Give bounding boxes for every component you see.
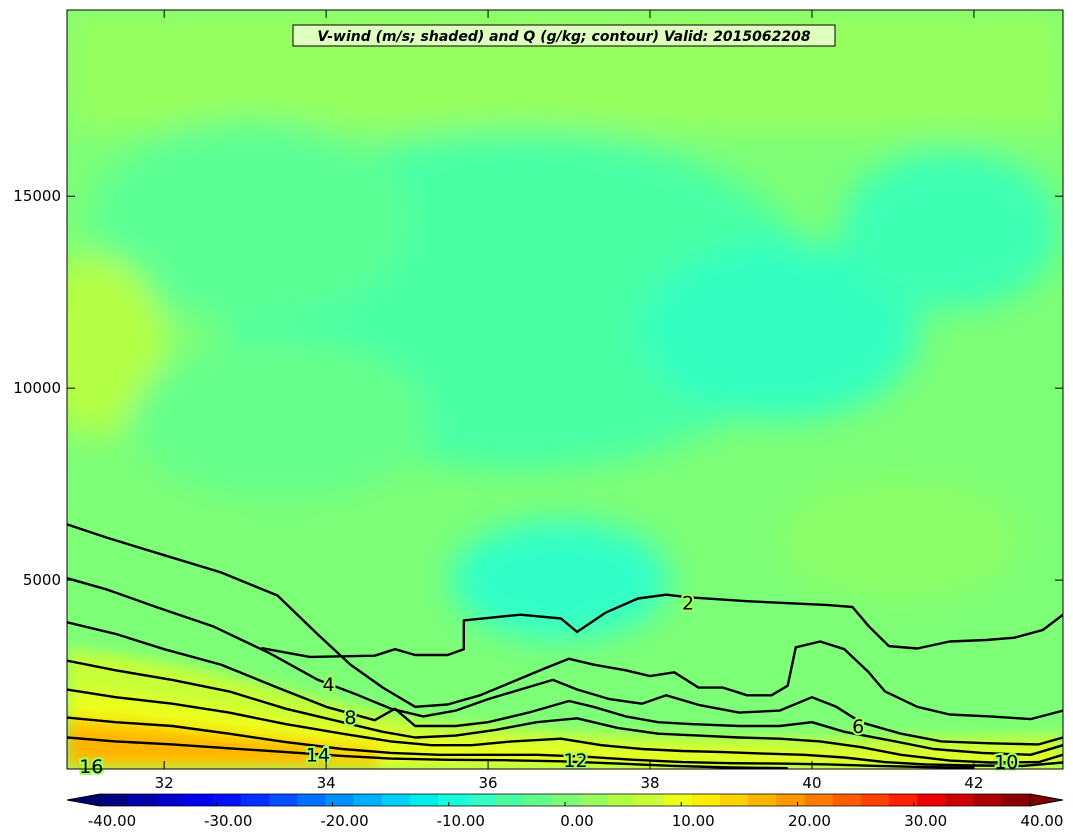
shading-patch [780,480,1020,600]
colorbar-segment [579,794,608,806]
colorbar-segment [410,794,439,806]
colorbar-segment [325,794,355,806]
colorbar-segment [353,794,383,806]
x-tick-label: 38 [640,774,659,792]
colorbar-segment [184,794,214,806]
y-tick-label: 5000 [23,571,61,589]
q-contour-label: 8 [344,707,356,729]
colorbar-tick-label: 10.00 [672,812,715,830]
x-tick-label: 32 [155,774,174,792]
colorbar-segment [212,794,242,806]
q-contour-line [67,716,974,769]
q-contour-line [67,523,1063,721]
colorbar-segment [240,794,270,806]
colorbar-segment [691,794,721,806]
q-contour-label: 4 [323,674,335,696]
shading-patch [130,340,430,500]
q-contour-line [67,736,788,769]
colorbar-tick-label: -10.00 [437,812,485,830]
colorbar-tick-label: -30.00 [204,812,252,830]
colorbar-segment [381,794,411,806]
q-contour-label: 10 [994,752,1018,774]
shading-patch [67,255,165,435]
shading-patch [90,120,410,320]
q-contour-label: 2 [682,592,694,614]
y-tick-label: 15000 [13,187,61,205]
colorbar-tick-label: 20.00 [788,812,831,830]
vwind-shading [67,10,1063,769]
colorbar-ticks: -40.00 -30.00 -20.00 -10.00 0.00 10.00 20.00 30… [88,802,1064,830]
colorbar-tick-label: 40.00 [1021,812,1064,830]
q-contour-line [67,659,1063,764]
x-tick-label: 36 [479,774,498,792]
colorbar-segment [748,794,777,806]
shading-patch [640,240,920,420]
q-contour-line [67,621,1063,756]
colorbar-segment [720,794,749,806]
colorbar-segment [438,794,467,806]
shading-patch [840,150,1060,310]
colorbar-segment [607,794,637,806]
colorbar-segment [494,794,524,806]
q-contour-line [67,688,1063,768]
title-box: V-wind (m/s; shaded) and Q (g/kg; contou… [292,24,836,47]
colorbar-segment [973,794,1003,806]
x-tick-label: 40 [802,774,821,792]
colorbar-segment [635,794,665,806]
title-background [292,24,836,47]
colorbar-segment [663,794,693,806]
colorbar-segment [1001,794,1031,806]
colorbar-tick-label: -40.00 [88,812,136,830]
colorbar-tick-label: 0.00 [560,812,593,830]
y-axis: 5000 10000 15000 [13,187,1063,589]
q-contour-label: 16 [79,756,103,778]
q-contours [67,523,1063,769]
colorbar-segment [804,794,834,806]
colorbar-segment [156,794,186,806]
q-contour-line [261,593,1063,659]
colorbar-segment [832,794,862,806]
colorbar-segment [128,794,157,806]
colorbar-segment [297,794,327,806]
colorbar-extend-max [1029,793,1064,807]
x-tick-label: 34 [317,774,336,792]
shading-patch [450,520,670,640]
colorbar-segment [889,794,918,806]
colorbar-segment [860,794,890,806]
y-tick-label: 10000 [13,379,61,397]
colorbar-tick-label: 30.00 [904,812,947,830]
colorbar-segment [945,794,975,806]
plot-frame [66,9,1064,770]
colorbar-segment [550,794,580,806]
q-contour-label: 12 [563,750,587,772]
q-contour-label: 14 [306,744,330,766]
q-contour-label: 6 [852,716,864,738]
colorbar-tick-label: -20.00 [320,812,368,830]
x-axis: 32 34 36 38 40 42 [155,10,983,792]
q-contour-line [67,577,1063,746]
colorbar [66,793,1064,807]
x-tick-label: 42 [964,774,983,792]
colorbar-segment [917,794,947,806]
chart-title: V-wind (m/s; shaded) and Q (g/kg; contou… [317,29,810,45]
colorbar-segment [269,794,298,806]
colorbar-segment [466,794,496,806]
colorbar-segment [522,794,552,806]
colorbar-extend-min [66,793,101,807]
colorbar-segment [100,794,129,806]
colorbar-segment [776,794,806,806]
